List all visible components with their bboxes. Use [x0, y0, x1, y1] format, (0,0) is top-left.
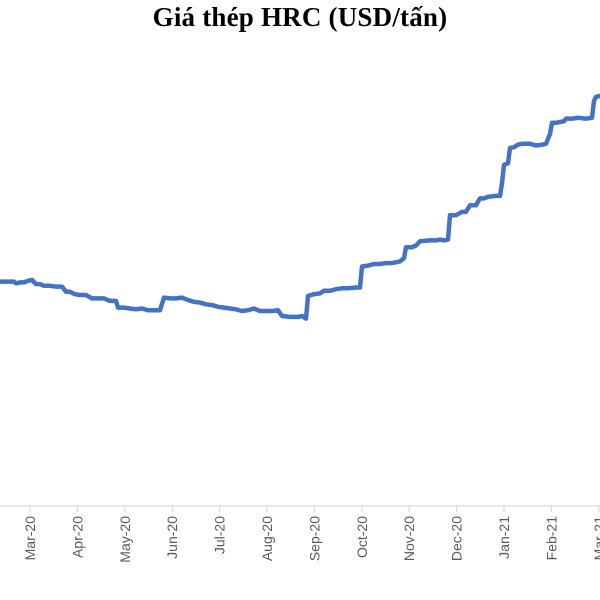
- x-tick-label-sep-20: Sep-20: [306, 516, 322, 561]
- x-tick-label-aug-20: Aug-20: [259, 516, 275, 561]
- chart-title: Giá thép HRC (USD/tấn): [152, 2, 448, 32]
- x-tick-label-mar-21: Mar-21: [591, 516, 600, 561]
- x-tick-label-oct-20: Oct-20: [354, 516, 370, 558]
- x-axis-ticks: [29, 506, 600, 512]
- x-tick-label-feb-21: Feb-21: [543, 516, 559, 561]
- x-tick-label-mar-20: Mar-20: [22, 516, 38, 561]
- x-axis-tick-labels: Mar-20 Apr-20 May-20 Jun-20 Jul-20 Aug-20 Sep-…: [22, 516, 600, 563]
- x-tick-label-jun-20: Jun-20: [164, 516, 180, 559]
- series-line-hrc-price: [0, 93, 600, 321]
- x-tick-label-apr-20: Apr-20: [69, 516, 85, 558]
- x-tick-label-dec-20: Dec-20: [449, 516, 465, 561]
- x-tick-label-nov-20: Nov-20: [401, 516, 417, 561]
- x-tick-label-jan-21: Jan-21: [496, 516, 512, 559]
- x-tick-label-may-20: May-20: [117, 516, 133, 563]
- x-tick-label-jul-20: Jul-20: [212, 516, 228, 554]
